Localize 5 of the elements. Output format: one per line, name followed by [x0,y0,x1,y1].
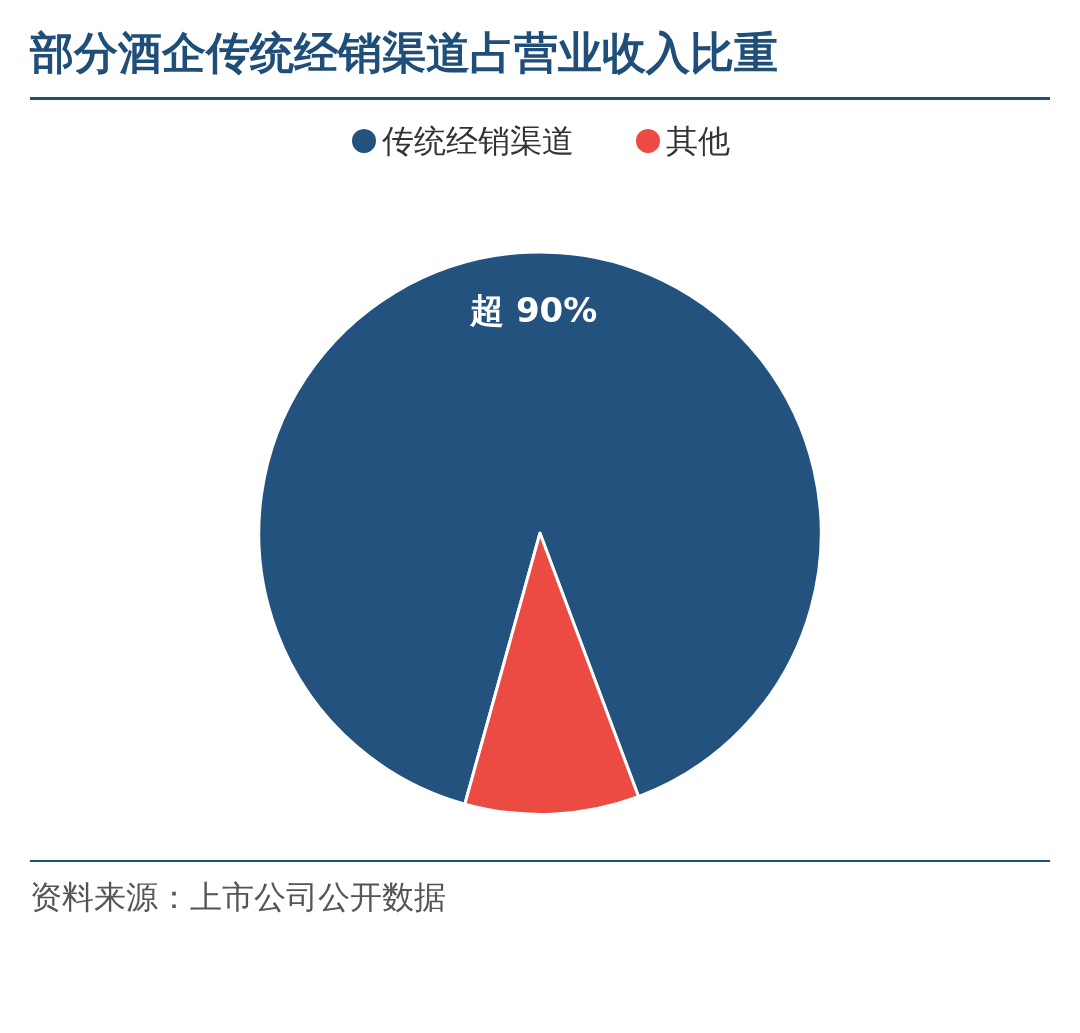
legend-label: 传统经销渠道 [382,122,574,160]
legend-label: 其他 [666,122,730,160]
chart-title: 部分酒企传统经销渠道占营业收入比重 [30,8,1050,100]
text: 资料来源：上市公司公开数据 [30,877,447,918]
data-label: 超 90% [469,289,598,330]
